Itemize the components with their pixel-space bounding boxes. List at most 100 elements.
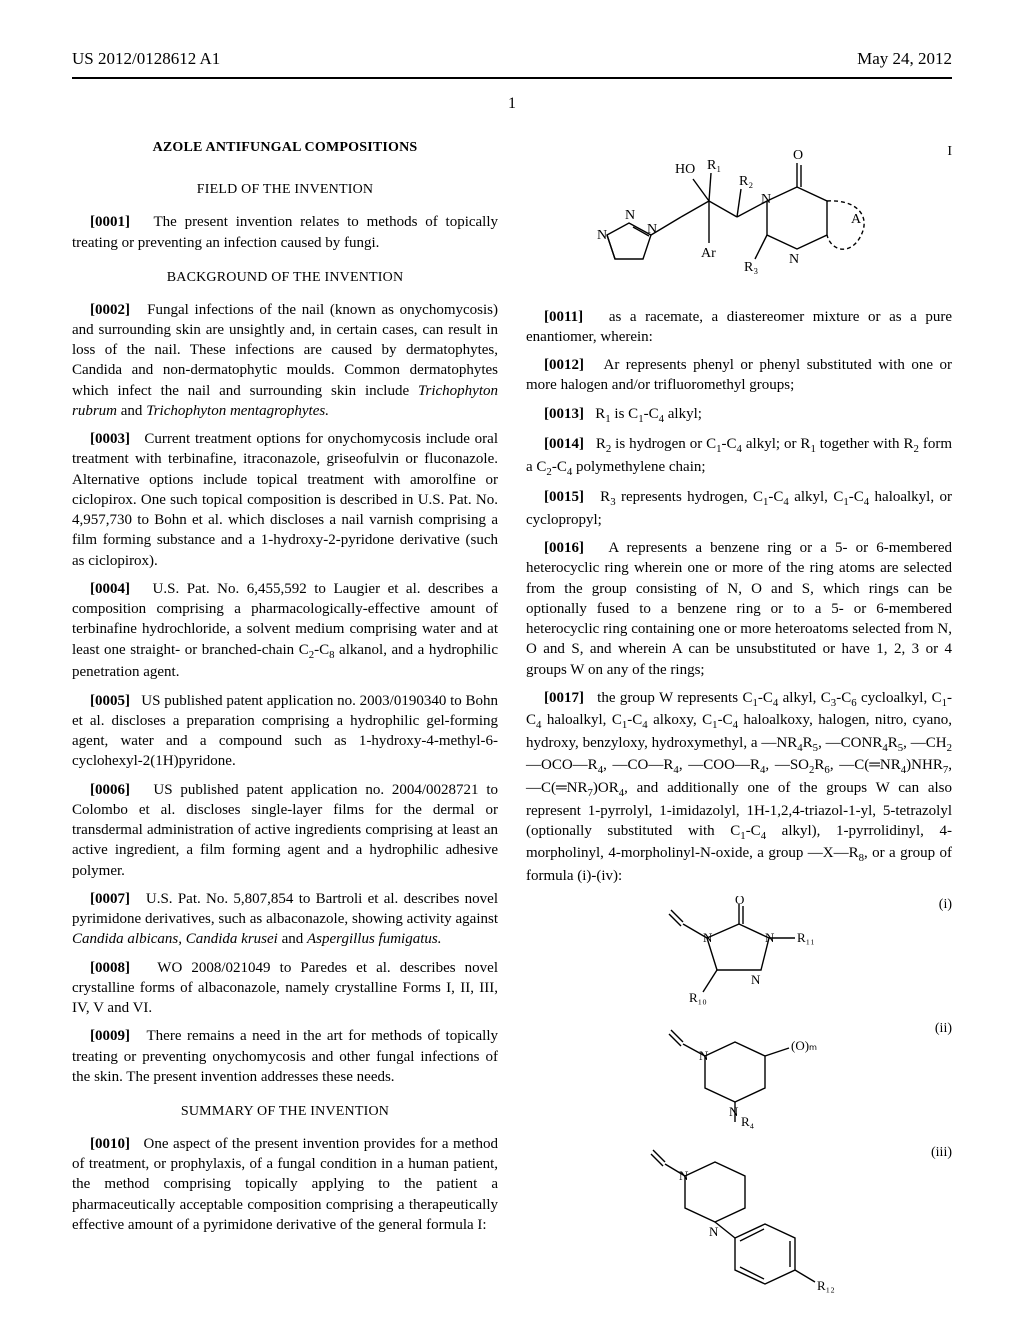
para-number: [0016] [544,540,584,556]
para-text: )OR [593,780,619,796]
atom-label: O [793,148,803,163]
para-text: R [803,735,813,751]
para-text: -C [758,690,773,706]
para-text: alkyl; or R [742,436,810,452]
section-heading-field: FIELD OF THE INVENTION [72,181,498,200]
atom-label: R₂ [739,174,753,189]
atom-label: N [679,1168,689,1183]
para-text: R [595,406,605,422]
atom-label: N [789,252,799,267]
para-0003: [0003] Current treatment options for ony… [72,429,498,571]
page-number: 1 [0,93,1024,115]
para-text: -C [314,642,329,658]
para-text: -C [718,712,733,728]
para-text: US published patent application no. 2003… [72,693,498,770]
species-name: Trichophyton mentagrophytes. [146,403,329,419]
para-number: [0013] [544,406,584,422]
para-text: Ar represents phenyl or phenyl substitut… [526,357,952,393]
para-text: R [888,735,898,751]
atom-label: N [699,1048,709,1063]
atom-label: A [851,212,862,227]
doc-number: US 2012/0128612 A1 [72,48,220,71]
para-0013: [0013] R1 is C1-C4 alkyl; [526,404,952,427]
atom-label: (O)ₘ [791,1038,817,1053]
header-rule [72,77,952,79]
para-text: is hydrogen or C [611,436,716,452]
para-text: —OCO—R [526,757,598,773]
para-number: [0002] [90,302,130,318]
para-number: [0004] [90,581,130,597]
right-column: I [526,133,952,1309]
para-0001: [0001] The present invention relates to … [72,212,498,253]
para-text: U.S. Pat. No. 5,807,854 to Bartroli et a… [72,891,498,927]
formula-label-ii: (ii) [935,1020,952,1039]
para-text: There remains a need in the art for meth… [72,1028,498,1085]
para-number: [0015] [544,489,584,505]
para-number: [0012] [544,357,584,373]
two-column-layout: AZOLE ANTIFUNGAL COMPOSITIONS FIELD OF T… [0,133,1024,1309]
atom-label: N [703,930,713,945]
para-number: [0005] [90,693,130,709]
para-text: , —CONR [818,735,882,751]
section-heading-summary: SUMMARY OF THE INVENTION [72,1103,498,1122]
atom-label: R₄ [741,1114,755,1129]
para-text: alkyl, C [789,489,844,505]
para-0004: [0004] U.S. Pat. No. 6,455,592 to Laugie… [72,579,498,683]
para-text: -C [849,489,864,505]
atom-label: N [761,192,771,207]
para-0010: [0010] One aspect of the present inventi… [72,1134,498,1235]
formula-label-I: I [947,143,952,162]
page-header: US 2012/0128612 A1 May 24, 2012 [0,0,1024,77]
para-0015: [0015] R3 represents hydrogen, C1-C4 alk… [526,487,952,530]
para-number: [0001] [90,214,130,230]
para-text: cycloalkyl, C [857,690,942,706]
para-text: -C [552,459,567,475]
chemical-structure-iii: N N R₁₂ [639,1144,839,1294]
para-text: R [600,489,610,505]
chemical-structure-ii: N N (O)ₘ R₄ [649,1020,829,1130]
para-text: , —C(═NR [830,757,901,773]
para-0006: [0006] US published patent application n… [72,780,498,881]
para-text: Current treatment options for onychomyco… [72,431,498,569]
para-text: alkoxy, C [648,712,712,728]
para-text: R [596,436,606,452]
para-0002: [0002] Fungal infections of the nail (kn… [72,300,498,422]
atom-label: N [625,208,635,223]
document-title: AZOLE ANTIFUNGAL COMPOSITIONS [72,139,498,158]
formula-ii-block: (ii) N N (O)ₘ R₄ [526,1020,952,1130]
atom-label: HO [675,162,695,177]
atom-label: O [735,896,744,907]
para-text: the group W represents C [597,690,752,706]
atom-label: N [751,972,761,987]
formula-label-i: (i) [939,896,952,915]
atom-label: N [647,222,657,237]
para-text: together with R [816,436,914,452]
para-text: One aspect of the present invention prov… [72,1136,498,1233]
para-text: The present invention relates to methods… [72,214,498,250]
para-number: [0010] [90,1136,130,1152]
para-text: )NHR [906,757,943,773]
para-text: -C [644,406,659,422]
atom-label: N [729,1104,739,1119]
para-text: and [117,403,146,419]
para-text: US published patent application no. 2004… [72,782,498,879]
chemical-structure-i: N N N O R₁₁ R₁₀ [649,896,829,1006]
para-text: represents hydrogen, C [616,489,763,505]
para-text: -C [768,489,783,505]
doc-date: May 24, 2012 [857,48,952,71]
atom-label: N [597,228,607,243]
para-number: [0009] [90,1028,130,1044]
para-number: [0017] [544,690,584,706]
para-text: and [278,931,307,947]
formula-i-block: (i) N N N O R₁₁ R₁ [526,896,952,1006]
para-text: WO 2008/021049 to Paredes et al. describ… [72,960,498,1017]
para-text: , —CH [903,735,946,751]
species-name: Aspergillus fumigatus. [307,931,441,947]
para-0012: [0012] Ar represents phenyl or phenyl su… [526,355,952,396]
para-text: , —CO—R [603,757,673,773]
atom-label: N [765,930,775,945]
para-number: [0008] [90,960,130,976]
para-number: [0014] [544,436,584,452]
para-0011: [0011] as a racemate, a diastereomer mix… [526,307,952,348]
para-text: haloalkyl, C [541,712,621,728]
